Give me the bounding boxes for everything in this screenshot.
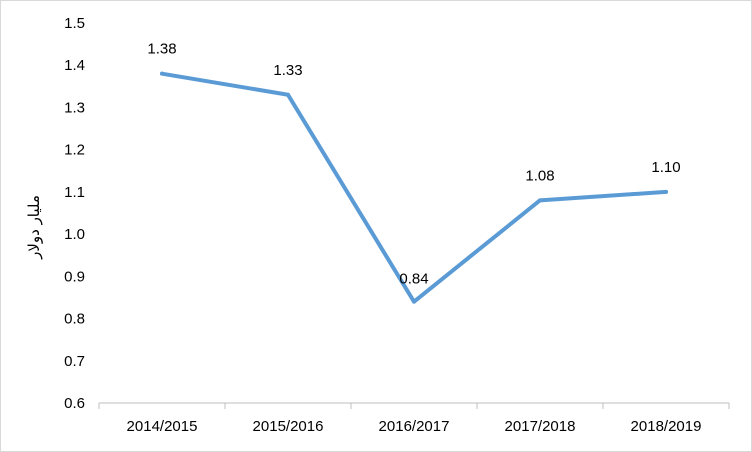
y-tick-label: 0.9 bbox=[64, 268, 85, 285]
data-label: 1.08 bbox=[525, 167, 554, 184]
x-tick-label: 2014/2015 bbox=[127, 418, 198, 435]
data-point bbox=[664, 189, 668, 194]
series-group bbox=[160, 71, 668, 304]
y-tick-label: 0.8 bbox=[64, 311, 85, 328]
data-point bbox=[538, 198, 542, 203]
x-tick-label: 2017/2018 bbox=[505, 418, 576, 435]
data-label: 1.10 bbox=[651, 159, 680, 176]
x-tick-label: 2018/2019 bbox=[631, 418, 702, 435]
data-labels: 1.38 1.33 0.84 1.08 1.10 bbox=[147, 41, 680, 288]
series-line bbox=[160, 71, 668, 304]
x-tick-label: 2016/2017 bbox=[379, 418, 450, 435]
y-tick-label: 1.5 bbox=[64, 15, 85, 32]
data-label: 0.84 bbox=[399, 271, 428, 288]
y-axis-ticks: 0.6 0.7 0.8 0.9 1.0 1.1 1.2 1.3 1.4 1.5 bbox=[64, 15, 85, 412]
y-tick-label: 1.0 bbox=[64, 226, 85, 243]
x-axis-ticks: 2014/2015 2015/2016 2016/2017 2017/2018 2018… bbox=[98, 403, 730, 435]
data-point bbox=[412, 299, 416, 304]
y-tick-label: 0.7 bbox=[64, 353, 85, 370]
data-point bbox=[160, 71, 164, 76]
y-tick-label: 1.1 bbox=[64, 184, 85, 201]
data-point bbox=[286, 92, 290, 97]
y-tick-label: 1.2 bbox=[64, 142, 85, 159]
data-label: 1.38 bbox=[147, 41, 176, 58]
y-tick-label: 0.6 bbox=[64, 395, 85, 412]
x-tick-label: 2015/2016 bbox=[253, 418, 324, 435]
y-tick-label: 1.4 bbox=[64, 57, 85, 74]
y-tick-label: 1.3 bbox=[64, 99, 85, 116]
data-label: 1.33 bbox=[273, 62, 302, 79]
y-axis-label: مليار دولار bbox=[25, 195, 43, 260]
